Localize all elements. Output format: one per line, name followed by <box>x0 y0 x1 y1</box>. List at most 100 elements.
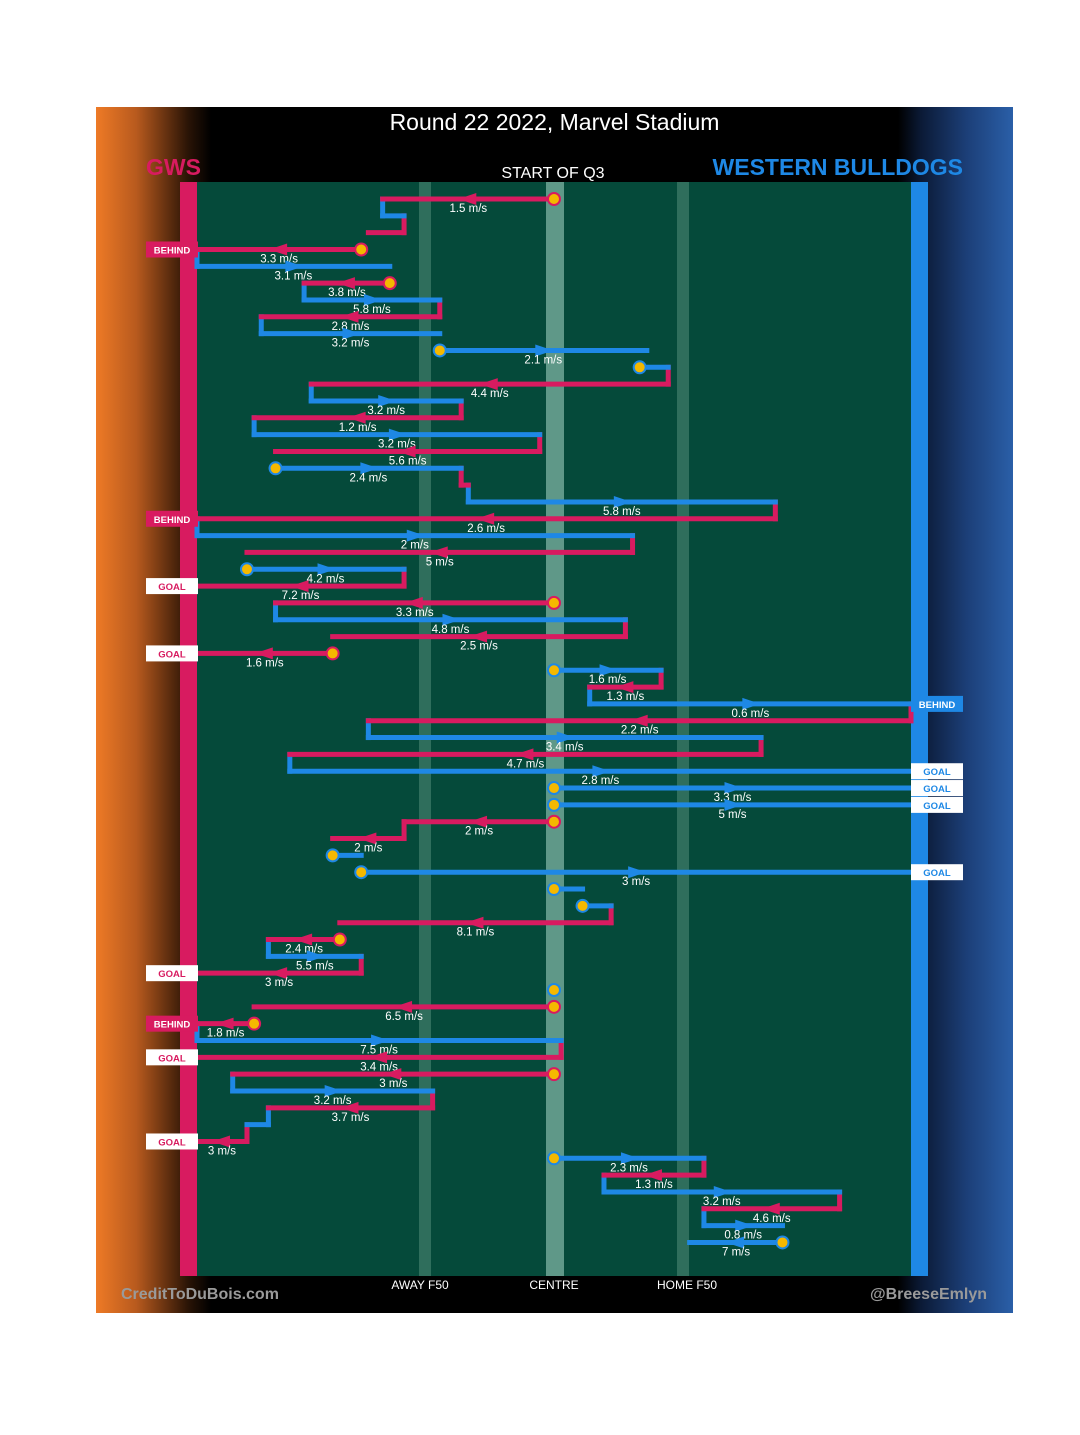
speed-label: 3.2 m/s <box>332 338 370 350</box>
chain-start-marker <box>632 360 647 375</box>
direction-arrow <box>615 681 634 694</box>
team-right-label: WESTERN BULLDOGS <box>712 154 963 180</box>
outcome-badge <box>911 864 963 881</box>
speed-label: 5 m/s <box>426 556 454 568</box>
outcome-label: GOAL <box>158 969 186 980</box>
direction-arrow <box>378 394 397 407</box>
chain-start-marker <box>547 1067 561 1082</box>
direction-arrow <box>429 546 448 559</box>
axis-label-away: AWAY F50 <box>391 1278 449 1292</box>
direction-arrow <box>613 495 632 508</box>
speed-label: 4.2 m/s <box>307 573 345 585</box>
outcome-badge <box>911 763 963 780</box>
speed-label: 3.4 m/s <box>360 1061 398 1073</box>
outcome-badge <box>146 241 198 258</box>
outcome-label: BEHIND <box>154 515 191 526</box>
direction-arrow <box>363 293 382 306</box>
speed-label: 7.5 m/s <box>360 1045 398 1057</box>
direction-arrow <box>724 798 743 811</box>
bulldogs-goal-rail <box>911 182 928 1276</box>
direction-arrow <box>215 1017 234 1030</box>
direction-arrow <box>340 310 359 323</box>
speed-label: 3.1 m/s <box>275 270 313 282</box>
direction-arrow <box>535 344 554 357</box>
speed-label: 8.1 m/s <box>457 927 495 939</box>
direction-arrow <box>599 664 618 677</box>
outcome-badge <box>911 796 963 813</box>
direction-arrow <box>388 428 407 441</box>
chain-start-marker <box>547 882 561 897</box>
chain-start-marker <box>382 276 397 291</box>
speed-label: 2.8 m/s <box>582 775 620 787</box>
direction-arrow <box>469 815 488 828</box>
chain-start-marker <box>547 663 561 678</box>
chain-start-marker <box>354 242 369 257</box>
chain-start-marker <box>547 814 561 829</box>
outcome-label: GOAL <box>923 801 951 812</box>
speed-label: 5.6 m/s <box>389 455 427 467</box>
direction-arrow <box>340 1101 359 1114</box>
speed-label: 2.3 m/s <box>610 1162 648 1174</box>
chain-start-marker <box>332 932 347 947</box>
speed-label: 3 m/s <box>379 1078 407 1090</box>
direction-arrow <box>643 1169 662 1182</box>
speed-label: 3.2 m/s <box>314 1095 352 1107</box>
direction-arrow <box>342 327 361 340</box>
direction-arrow <box>358 832 377 845</box>
outcome-badge <box>146 1133 198 1150</box>
speed-label: 4.4 m/s <box>471 388 509 400</box>
chain-start-marker <box>325 848 340 863</box>
outcome-label: GOAL <box>923 767 951 778</box>
outcome-label: BEHIND <box>919 700 956 711</box>
away-f50-line <box>419 182 431 1276</box>
speed-label: 2.8 m/s <box>332 321 370 333</box>
speed-label: 2.2 m/s <box>621 725 659 737</box>
direction-arrow <box>306 950 325 963</box>
speed-label: 2.1 m/s <box>524 354 562 366</box>
direction-arrow <box>458 193 477 205</box>
outcome-label: BEHIND <box>154 1020 191 1031</box>
direction-arrow <box>476 512 495 525</box>
chart-card: Round 22 2022, Marvel Stadium GWS WESTER… <box>96 107 1013 1313</box>
outcome-label: GOAL <box>158 1137 186 1148</box>
direction-arrow <box>620 1152 639 1165</box>
outcome-label: GOAL <box>158 1053 186 1064</box>
speed-label: 1.6 m/s <box>589 674 627 686</box>
speed-label: 2.5 m/s <box>460 641 498 653</box>
chain-start-marker <box>575 898 590 913</box>
outcome-badge <box>146 1015 198 1032</box>
direction-arrow <box>371 1034 390 1047</box>
outcome-badge <box>146 510 198 527</box>
speed-label: 3.2 m/s <box>703 1196 741 1208</box>
speed-label: 5.5 m/s <box>296 960 334 972</box>
author-handle: @BreeseEmlyn <box>870 1286 987 1303</box>
speed-label: 3.2 m/s <box>378 439 416 451</box>
speed-label: 1.5 m/s <box>449 203 487 215</box>
speed-label: 1.8 m/s <box>207 1028 245 1040</box>
outcome-badge <box>146 578 198 595</box>
home-f50-line <box>677 182 689 1276</box>
team-left-label: GWS <box>146 154 201 180</box>
chain-start-marker <box>325 646 340 661</box>
direction-arrow <box>317 563 336 576</box>
speed-label: 2.6 m/s <box>467 523 505 535</box>
direction-arrow <box>479 378 498 391</box>
chain-start-marker <box>239 562 254 577</box>
direction-arrow <box>726 1236 745 1249</box>
outcome-badge <box>146 965 198 982</box>
chain-start-marker <box>268 461 283 476</box>
chain-start-marker <box>775 1235 790 1250</box>
speed-label: 4.7 m/s <box>507 758 545 770</box>
speed-label: 0.6 m/s <box>731 708 769 720</box>
speed-label: 1.2 m/s <box>339 422 377 434</box>
speed-label: 2 m/s <box>401 540 429 552</box>
speed-label: 1.3 m/s <box>635 1179 673 1191</box>
outcome-badge <box>146 645 198 662</box>
direction-arrow <box>735 1219 754 1232</box>
speed-label: 7.2 m/s <box>282 590 320 602</box>
direction-arrow <box>369 1051 388 1064</box>
speed-label: 2 m/s <box>465 826 493 838</box>
speed-label: 3.8 m/s <box>328 287 366 299</box>
speed-label: 3.7 m/s <box>332 1112 370 1124</box>
outcome-label: GOAL <box>158 649 186 660</box>
